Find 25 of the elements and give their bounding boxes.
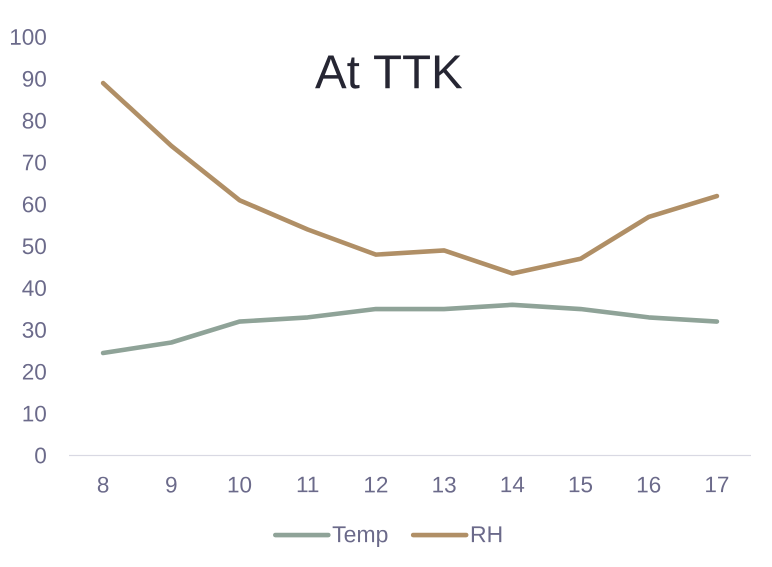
y-tick-label: 50	[22, 238, 46, 254]
y-tick-label: 100	[10, 29, 46, 45]
x-tick-label: 9	[166, 476, 176, 493]
y-tick-label: 10	[23, 406, 46, 422]
chart-title: At TTK	[315, 56, 462, 89]
y-tick-label: 60	[22, 196, 46, 212]
y-tick-label: 90	[22, 70, 46, 87]
x-tick-label: 15	[570, 476, 592, 492]
y-tick-label: 30	[22, 322, 46, 338]
x-tick-label: 17	[706, 476, 728, 492]
y-tick-label: 0	[35, 448, 46, 464]
x-tick-label: 13	[433, 476, 456, 493]
x-tick-label: 11	[298, 476, 318, 492]
y-tick-label: 70	[22, 154, 46, 171]
x-tick-label: 8	[98, 476, 108, 493]
x-tick-label: 10	[228, 476, 252, 493]
x-tick-label: 16	[638, 476, 660, 493]
y-tick-label: 40	[22, 280, 46, 296]
x-tick-label: 14	[502, 476, 524, 492]
line-series	[100, 302, 720, 356]
legend-label: Temp	[332, 526, 388, 547]
y-tick-label: 80	[22, 112, 46, 129]
x-tick-label: 12	[365, 476, 388, 492]
legend-label: RH	[472, 526, 502, 542]
y-tick-label: 20	[22, 364, 46, 380]
